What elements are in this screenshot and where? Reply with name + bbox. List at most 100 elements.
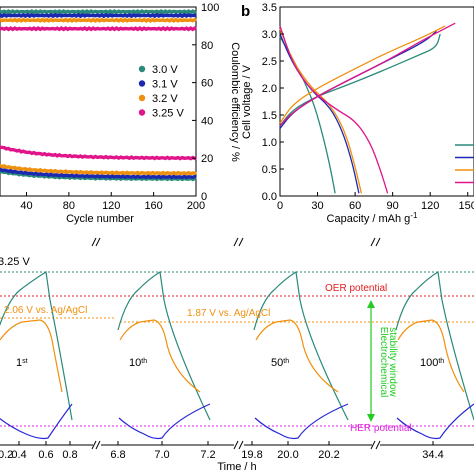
- her-annotation: HER potential: [350, 423, 412, 434]
- cell-voltage-cycle-3: [253, 271, 349, 421]
- c-x-tick-label: 20.0: [277, 449, 298, 461]
- c-top-break: [375, 237, 381, 247]
- cell-voltage-cycle-1: [0, 271, 73, 421]
- a-y-tick-label: 20: [201, 153, 213, 165]
- b-y-tick-label: 1.5: [262, 110, 277, 122]
- negative-electrode-cycle-1: [0, 403, 73, 440]
- stability-window-label-1: Electrochemical: [378, 327, 389, 398]
- a-y-tick-label: 40: [201, 115, 213, 127]
- cell-voltage-cycle-2: [117, 271, 211, 421]
- discharge-curve-4: [279, 25, 389, 194]
- ref-annotation-2: 1.87 V vs. Ag/AgCl: [187, 308, 270, 319]
- ce-series-4: [0, 26, 197, 32]
- c-top-break: [95, 237, 101, 247]
- b-x-tick-label: 120: [421, 200, 439, 212]
- arrow-head-down: [367, 414, 375, 422]
- oer-annotation: OER potential: [325, 283, 387, 294]
- legend-marker: [138, 80, 146, 87]
- c-panel-title-fragment: 3.25 V: [0, 256, 30, 268]
- positive-electrode-cycle-2: [119, 319, 201, 393]
- b-x-tick-label: 150: [459, 200, 474, 212]
- b-y-tick-label: 3.5: [262, 2, 277, 14]
- b-x-tick-label: 90: [387, 200, 399, 212]
- c-x-tick-label: 20.2: [318, 449, 339, 461]
- c-x-tick-label: 0.2: [0, 449, 13, 461]
- a-x-tick-label: 200: [187, 200, 205, 212]
- cycle-label: 100th: [420, 357, 444, 369]
- a-x-tick-label: 120: [102, 200, 120, 212]
- cell-voltage-cycle-4: [395, 271, 474, 421]
- ee-series-4: [0, 145, 197, 161]
- cycle-label: 1st: [16, 357, 28, 369]
- c-axis-break: [375, 440, 381, 450]
- b-y-axis-label: Cell voltage / V: [241, 64, 253, 139]
- negative-electrode-cycle-2: [118, 403, 211, 440]
- c-top-break: [233, 237, 239, 247]
- panel-c-axes: 0.4 0.6 0.8 6.8 7.0 7.2 19.8 20.0 20.2 34.4 0.2 Tim…: [0, 237, 474, 473]
- c-x-tick-label: 7.0: [154, 449, 169, 461]
- a-x-tick-label: 80: [63, 200, 75, 212]
- panel-a-series: [0, 9, 197, 182]
- b-y-tick-label: 3.0: [262, 29, 277, 41]
- panel-b-letter: b: [241, 3, 250, 20]
- stability-window-label-2: stability window: [387, 327, 398, 397]
- ce-series-2: [0, 12, 197, 19]
- c-axis-break: [233, 440, 239, 450]
- legend-label: 3.25 V: [152, 108, 184, 120]
- a-y-axis-label: Coulombic efficiency / %: [229, 42, 241, 162]
- panel-b: b 0 30 60 90 120 150 0.0 0.5 1.0 1.5 2.0 2.5 3.0 3.5 C…: [241, 2, 474, 225]
- c-top-break: [91, 237, 97, 247]
- positive-electrode-cycle-4: [397, 319, 465, 393]
- a-y-tick-label: 100: [201, 2, 219, 14]
- c-x-tick-label: 0.4: [11, 449, 26, 461]
- panel-b-axes: 0 30 60 90 120 150 0.0 0.5 1.0 1.5 2.0 2.5 3.0 3.5 Cap…: [241, 2, 474, 225]
- ce-series-3: [0, 17, 197, 23]
- b-y-tick-label: 0.5: [262, 164, 277, 176]
- panel-c-annotations: 1st 10th 50th 100th OER potential HER potenti…: [4, 283, 444, 434]
- panel-b-series: [279, 22, 456, 194]
- c-axis-break: [370, 440, 376, 450]
- b-x-tick-label: 0: [277, 200, 283, 212]
- cycle-label: 10th: [129, 357, 147, 369]
- a-y-tick-label: 80: [201, 40, 213, 52]
- panel-a-legend: 3.0 V 3.1 V 3.2 V 3.25 V: [138, 64, 184, 120]
- c-axis-break: [91, 440, 97, 450]
- a-x-tick-label: 40: [20, 200, 32, 212]
- legend-marker: [138, 109, 146, 116]
- negative-electrode-cycle-3: [254, 403, 349, 440]
- c-top-break: [370, 237, 376, 247]
- b-y-tick-label: 2.0: [262, 83, 277, 95]
- b-y-tick-label: 1.0: [262, 137, 277, 149]
- panel-c: 0.4 0.6 0.8 6.8 7.0 7.2 19.8 20.0 20.2 34.4 0.2 Tim…: [0, 237, 474, 473]
- b-x-tick-label: 30: [311, 200, 323, 212]
- panel-a-frame: [0, 6, 197, 197]
- ce-series-1: [0, 9, 197, 15]
- b-y-tick-label: 2.5: [262, 56, 277, 68]
- legend-label: 3.2 V: [152, 93, 178, 105]
- arrow-head-up: [367, 300, 375, 308]
- panel-b-legend: [455, 144, 474, 184]
- charge-curve-3: [279, 25, 446, 124]
- c-axis-break: [95, 440, 101, 450]
- legend-label: 3.1 V: [152, 79, 178, 91]
- cycle-label: 50th: [271, 357, 289, 369]
- panel-c-reference-lines: [0, 271, 474, 427]
- c-x-tick-label: 0.6: [38, 449, 53, 461]
- b-x-tick-label: 60: [349, 200, 361, 212]
- a-y-tick-label: 60: [201, 78, 213, 90]
- a-x-tick-label: 160: [144, 200, 162, 212]
- positive-electrode-cycle-3: [255, 319, 339, 393]
- a-y-tick-label: 0: [201, 191, 207, 203]
- legend-label: 3.0 V: [152, 64, 178, 76]
- panel-c-series: [0, 271, 474, 440]
- charge-curve-4: [279, 22, 456, 127]
- charge-curve-1: [279, 33, 441, 127]
- b-x-axis-label: Capacity / mAh g-1: [327, 211, 418, 226]
- c-x-tick-label: 19.8: [241, 449, 262, 461]
- panel-b-frame: [279, 6, 474, 197]
- negative-electrode-cycle-4: [396, 403, 474, 440]
- c-x-tick-label: 34.4: [422, 449, 443, 461]
